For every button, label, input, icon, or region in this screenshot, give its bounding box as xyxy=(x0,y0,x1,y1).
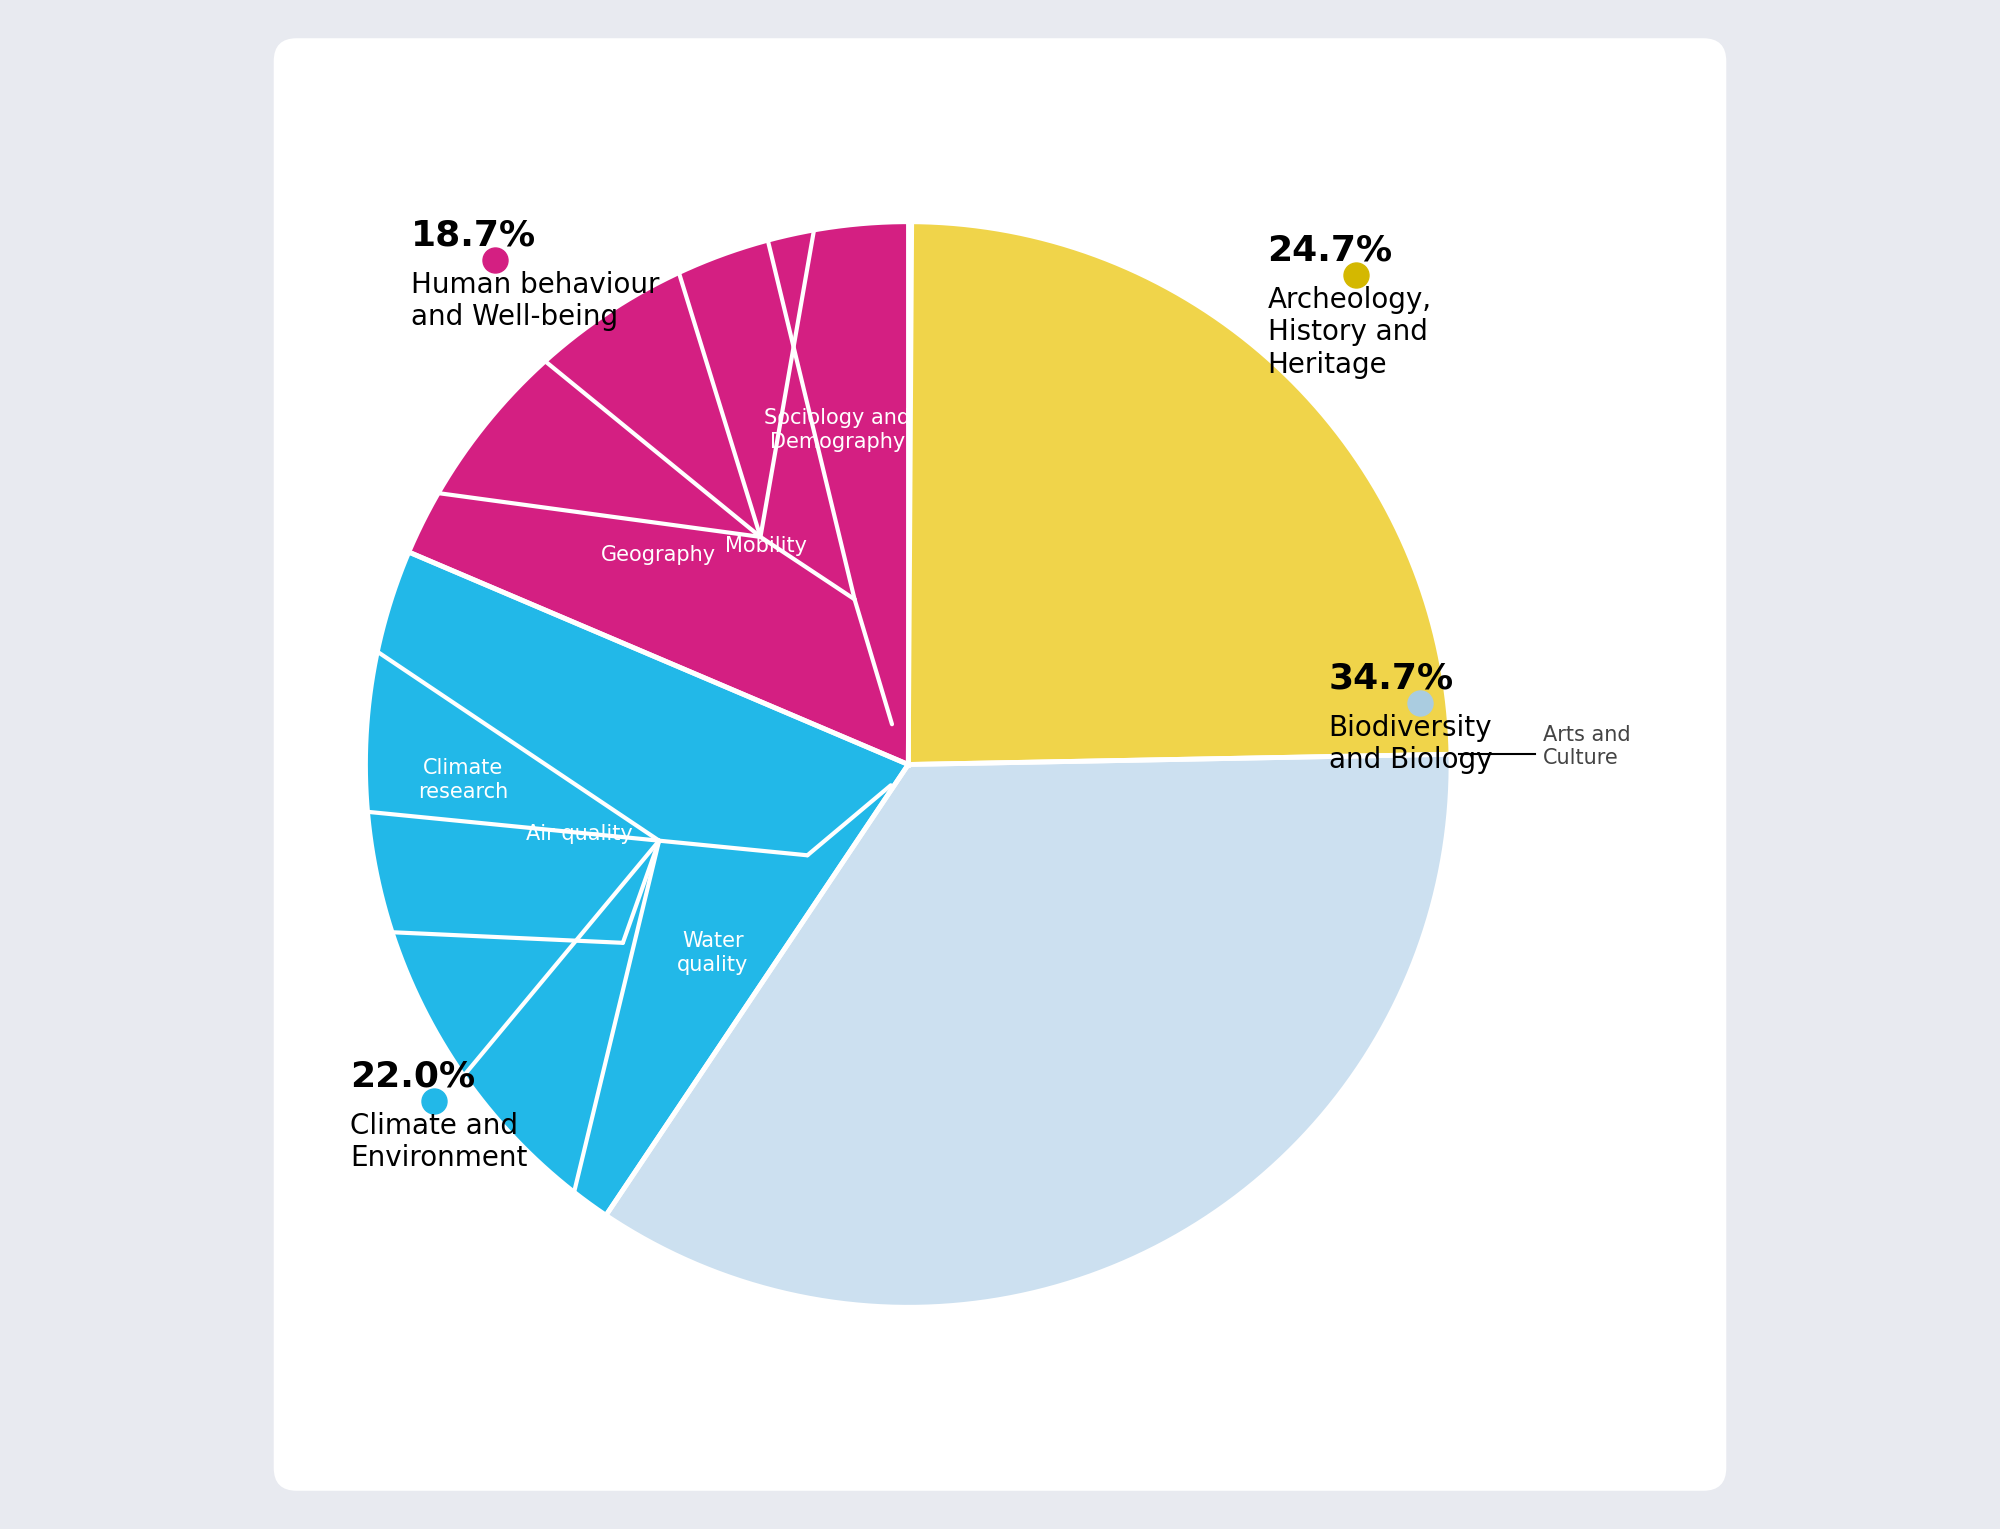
FancyBboxPatch shape xyxy=(274,38,1726,1491)
Polygon shape xyxy=(908,222,1450,764)
Text: Biodiversity
and Biology: Biodiversity and Biology xyxy=(1328,714,1492,775)
Polygon shape xyxy=(606,754,1452,1307)
Text: 34.7%: 34.7% xyxy=(1328,662,1454,696)
Text: Climate and
Environment: Climate and Environment xyxy=(350,1112,528,1173)
Text: Climate
research: Climate research xyxy=(418,758,508,801)
Text: Archeology,
History and
Heritage: Archeology, History and Heritage xyxy=(1268,286,1432,379)
Text: Human behaviour
and Well-being: Human behaviour and Well-being xyxy=(412,271,660,332)
Polygon shape xyxy=(408,222,912,764)
Text: 22.0%: 22.0% xyxy=(350,1060,476,1093)
Polygon shape xyxy=(366,552,908,1216)
Text: Arts and
Culture: Arts and Culture xyxy=(1542,725,1630,768)
Text: Sociology and
Demography: Sociology and Demography xyxy=(764,408,910,451)
Text: Water
quality: Water quality xyxy=(678,931,748,974)
Text: Geography: Geography xyxy=(602,546,716,566)
Text: 24.7%: 24.7% xyxy=(1268,234,1392,268)
Text: Air quality: Air quality xyxy=(526,824,632,844)
Text: Mobility: Mobility xyxy=(726,537,808,557)
Text: 18.7%: 18.7% xyxy=(412,219,536,252)
